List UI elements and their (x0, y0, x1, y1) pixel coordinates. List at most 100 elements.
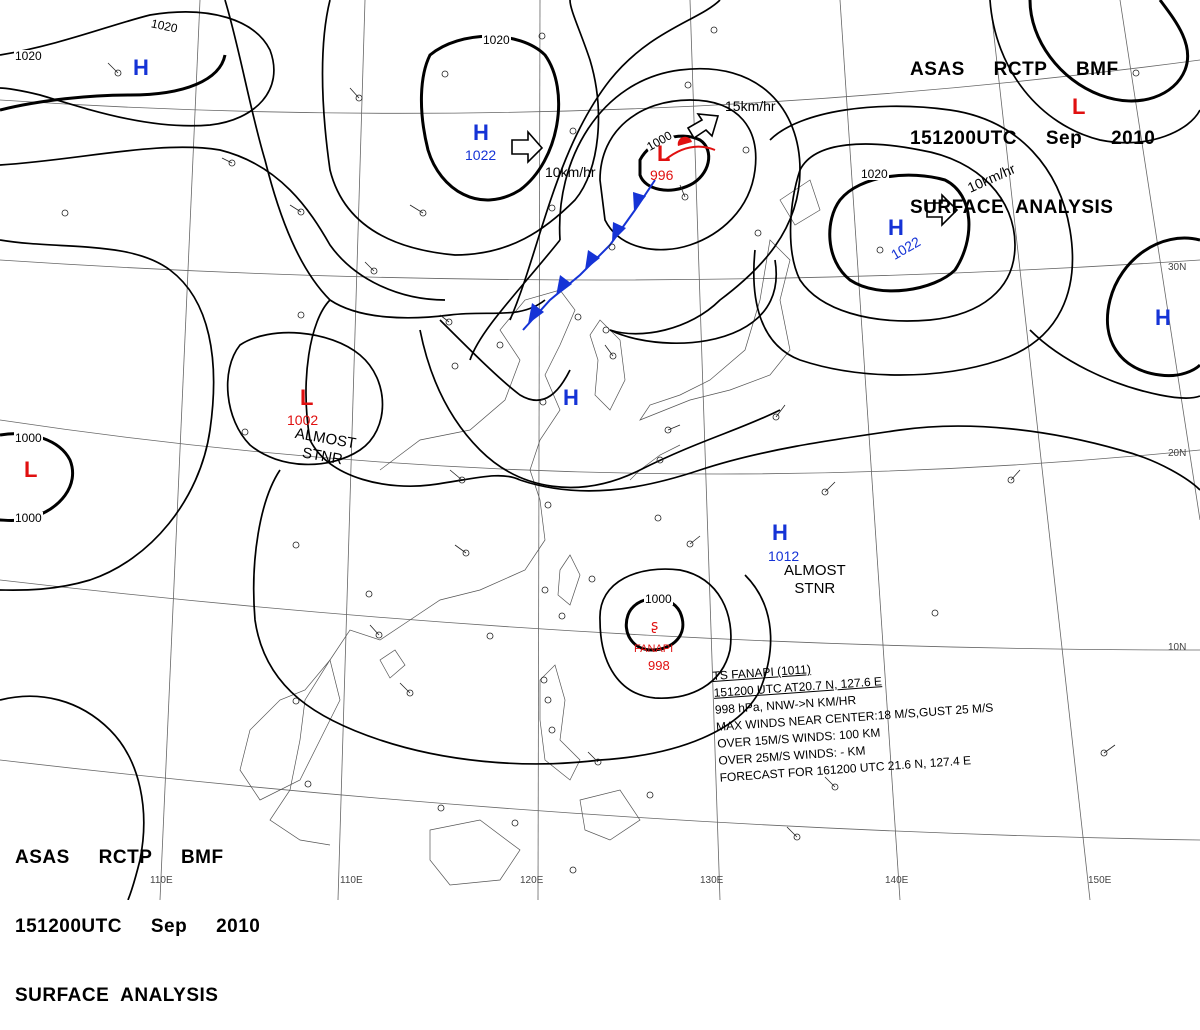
graticule-meridian (159, 0, 201, 900)
header-line-1: ASAS RCTP BMF (910, 59, 1119, 80)
isobar (0, 11, 275, 127)
graticule-meridian (839, 0, 901, 900)
warm-front-line (664, 145, 716, 161)
isobar (469, 239, 561, 361)
low-pressure-marker: L (1072, 94, 1086, 119)
isobar (0, 239, 215, 591)
isobar-label: 1000 (14, 431, 43, 445)
warm-front-semicircle (677, 136, 692, 146)
cold-front-triangle (528, 303, 544, 324)
isobars (0, 0, 1200, 900)
wind-barb (1103, 744, 1116, 754)
cold-front-triangle (556, 275, 572, 296)
coastline-hokkaido (779, 179, 821, 226)
station-circle (539, 398, 547, 406)
high-pressure-marker: H (473, 120, 489, 145)
isobar (252, 469, 772, 765)
graticule-meridian (689, 0, 721, 900)
station-circle (61, 209, 69, 217)
station-circle (544, 696, 552, 704)
map-header-top: ASAS RCTP BMF 151200UTC Sep 2010 SURFACE… (910, 12, 1155, 242)
graticule-meridian (1119, 0, 1200, 521)
wind-barb (786, 826, 798, 838)
wind-barb (587, 751, 599, 763)
movement-arrow (511, 129, 544, 164)
station-circle (445, 318, 453, 326)
low-pressure-marker: L (657, 141, 671, 166)
station-circle (686, 540, 694, 548)
longitude-label: 130E (700, 875, 724, 886)
isobar (226, 331, 384, 466)
station-circle (437, 804, 445, 812)
warm-front (664, 136, 716, 161)
station-circle (496, 341, 504, 349)
isobar (0, 695, 145, 900)
station-circle (793, 833, 801, 841)
isobar (420, 34, 561, 202)
isobar (828, 173, 971, 293)
station-circle (458, 476, 466, 484)
station-circle (1132, 69, 1140, 77)
high-pressure-value: 1022 (465, 147, 497, 163)
longitude-label: 120E (520, 875, 544, 886)
high-pressure-marker: H (888, 215, 904, 240)
station-circle (228, 159, 236, 167)
station-circle (558, 612, 566, 620)
station-circle (419, 209, 427, 217)
longitude-label: 150E (1088, 875, 1112, 886)
station-circle (1007, 476, 1015, 484)
station-wind-barbs (107, 62, 1116, 838)
station-circle (742, 146, 750, 154)
station-circle (569, 866, 577, 874)
station-circle (931, 609, 939, 617)
wind-barb (289, 204, 302, 213)
high-pressure-marker: H (1155, 305, 1171, 330)
station-circle (772, 413, 780, 421)
wind-barb (349, 87, 360, 99)
typhoon-info-block: TS FANAPI (1011) 151200 UTC AT20.7 N, 12… (712, 649, 997, 787)
graticule-parallel (0, 759, 1200, 841)
isobar (609, 259, 778, 344)
station-circle (486, 632, 494, 640)
station-circle (656, 456, 664, 464)
typhoon-symbol: ʂ (651, 618, 658, 634)
coastline-borneo (429, 819, 521, 886)
station-circle (548, 204, 556, 212)
cold-front-triangle (633, 192, 646, 211)
isobar (752, 105, 1074, 376)
high-pressure-marker: H (563, 385, 579, 410)
graticule-parallel (0, 419, 1200, 475)
station-circle (355, 94, 363, 102)
isobar (321, 0, 600, 256)
low-pressure-marker: L (24, 457, 38, 482)
station-circle (544, 501, 552, 509)
isobar (599, 99, 757, 251)
wind-barb (824, 481, 836, 493)
coastline-korea (589, 319, 626, 411)
station-circle (365, 590, 373, 598)
station-circle (375, 631, 383, 639)
isobar (989, 0, 1200, 144)
graticule-parallel (0, 59, 1200, 114)
station-circle (710, 26, 718, 34)
low-pressure-marker: L (300, 385, 314, 410)
cold-front-triangle (612, 222, 626, 242)
header-line-2: 151200UTC Sep 2010 (15, 916, 261, 937)
wind-barb (449, 469, 463, 481)
high-pressure-marker: H (772, 520, 788, 545)
wind-barb (439, 314, 450, 323)
longitude-label: 110E (150, 875, 173, 886)
isobar (439, 319, 571, 402)
station-circle (876, 246, 884, 254)
typhoon-name: FANAPI (634, 643, 674, 655)
map-header-bottom: ASAS RCTP BMF 151200UTC Sep 2010 SURFACE… (15, 800, 260, 1030)
low-pressure-value: 1002 (287, 412, 319, 428)
coastline-luzon (539, 664, 581, 781)
wind-barb (667, 424, 681, 431)
isobar (1105, 236, 1200, 378)
movement-speed: 10km/hr (545, 164, 596, 180)
isobar-label: 1000 (644, 592, 673, 606)
station-circle (1100, 749, 1108, 757)
header-line-3: SURFACE ANALYSIS (910, 197, 1114, 218)
movement-speed: 15km/hr (725, 98, 776, 114)
